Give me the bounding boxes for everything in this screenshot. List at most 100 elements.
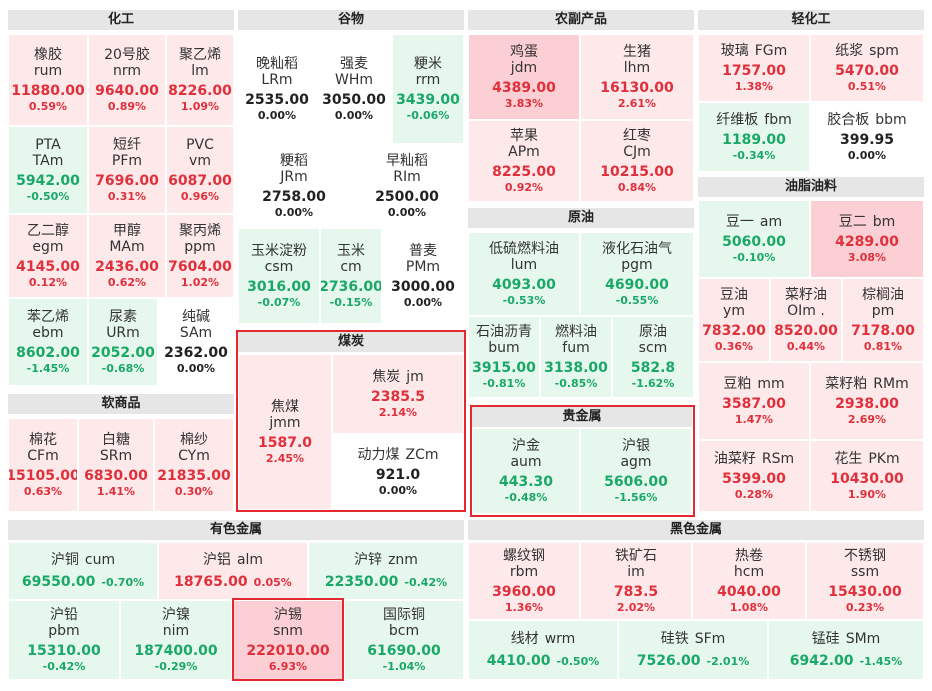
commodity-change-pct: 0.00% (334, 109, 374, 122)
commodity-code: SFm (694, 630, 726, 647)
commodity-code: aum (510, 454, 542, 470)
cell-jmm[interactable]: 焦煤 jmm 1587.0 2.45% (238, 354, 332, 510)
cell-ym[interactable]: 豆油 ym 7832.00 0.36% (698, 278, 770, 362)
cell-jrm[interactable]: 粳稻 JRm 2758.00 0.00% (238, 144, 350, 228)
cell-rim[interactable]: 早籼稻 RIm 2500.00 0.00% (350, 144, 464, 228)
cell-wrm[interactable]: 线材 wrm 4410.00 -0.50% (468, 620, 618, 680)
cell-rbm[interactable]: 螺纹钢 rbm 3960.00 1.36% (468, 542, 580, 620)
cell-tam[interactable]: PTA TAm 5942.00 -0.50% (8, 126, 88, 214)
cell-cjm[interactable]: 红枣 CJm 10215.00 0.84% (580, 120, 694, 202)
cell-lum[interactable]: 低硫燃料油 lum 4093.00 -0.53% (468, 232, 580, 316)
commodity-change-pct: -0.10% (732, 251, 776, 264)
cell-snm[interactable]: 沪锡 snm 222010.00 6.93% (232, 600, 344, 680)
cell-ssm[interactable]: 不锈钢 ssm 15430.00 0.23% (806, 542, 924, 620)
commodity-code: mm (757, 376, 785, 392)
cell-lrm[interactable]: 晚籼稻 LRm 2535.00 0.00% (238, 34, 316, 144)
commodity-name: 沪铅 (50, 607, 78, 623)
section-header-heise: 黑色金属 (468, 520, 924, 540)
cell-pfm[interactable]: 短纤 PFm 7696.00 0.31% (88, 126, 166, 214)
commodity-code: fum (562, 340, 590, 356)
value-row: 7526.00 -2.01% (637, 653, 750, 670)
cell-alm[interactable]: 沪铝 alm 18765.00 0.05% (158, 542, 308, 600)
cell-fgm[interactable]: 玻璃 FGm 1757.00 1.38% (698, 34, 810, 102)
commodity-change-pct: 0.00% (378, 484, 418, 497)
name-row: 豆一 am (726, 214, 782, 230)
cell-rrm[interactable]: 粳米 rrm 3439.00 -0.06% (392, 34, 464, 144)
cell-aum[interactable]: 沪金 aum 443.30 -0.48% (472, 428, 580, 514)
name-row: 胶合板 bbm (827, 112, 906, 128)
cell-fbm[interactable]: 纤维板 fbm 1189.00 -0.34% (698, 102, 810, 172)
cell-apm[interactable]: 苹果 APm 8225.00 0.92% (468, 120, 580, 202)
commodity-code: RSm (761, 451, 795, 467)
cell-cum[interactable]: 沪铜 cum 69550.00 -0.70% (8, 542, 158, 600)
cell-sfm[interactable]: 硅铁 SFm 7526.00 -2.01% (618, 620, 768, 680)
commodity-price: 4093.00 (492, 277, 556, 293)
cell-scm[interactable]: 原油 scm 582.8 -1.62% (612, 316, 694, 398)
cell-oim[interactable]: 菜籽油 OIm . 8520.00 0.44% (770, 278, 842, 362)
commodity-name: 强麦 (340, 56, 368, 72)
commodity-change-pct: 0.00% (847, 149, 887, 162)
commodity-price: 2385.5 (370, 389, 426, 405)
cell-zcm[interactable]: 动力煤 ZCm 921.0 0.00% (332, 434, 464, 510)
commodity-price: 8225.00 (492, 164, 556, 180)
cell-vm[interactable]: PVC vm 6087.00 0.96% (166, 126, 234, 214)
cell-pkm[interactable]: 花生 PKm 10430.00 1.90% (810, 440, 924, 512)
cell-lm[interactable]: 聚乙烯 lm 8226.00 1.09% (166, 34, 234, 126)
cell-nim[interactable]: 沪镍 nim 187400.00 -0.29% (120, 600, 232, 680)
cell-cm[interactable]: 玉米 cm 2736.00 -0.15% (320, 228, 382, 324)
cell-bbm[interactable]: 胶合板 bbm 399.95 0.00% (810, 102, 924, 172)
commodity-name: 聚丙烯 (179, 223, 221, 239)
cell-bcm[interactable]: 国际铜 bcm 61690.00 -1.04% (344, 600, 464, 680)
cell-im[interactable]: 铁矿石 im 783.5 2.02% (580, 542, 692, 620)
cell-smm[interactable]: 锰硅 SMm 6942.00 -1.45% (768, 620, 924, 680)
commodity-change-pct: 1.02% (180, 276, 220, 289)
cell-bum[interactable]: 石油沥青 bum 3915.00 -0.81% (468, 316, 540, 398)
cell-csm[interactable]: 玉米淀粉 csm 3016.00 -0.07% (238, 228, 320, 324)
commodity-name: 燃料油 (555, 324, 597, 340)
cell-rmm[interactable]: 菜籽粕 RMm 2938.00 2.69% (810, 362, 924, 440)
cell-ppm[interactable]: 聚丙烯 ppm 7604.00 1.02% (166, 214, 234, 298)
value-row: 22350.00 -0.42% (325, 574, 447, 591)
cell-cym[interactable]: 棉纱 CYm 21835.00 0.30% (154, 418, 234, 512)
cell-sam[interactable]: 纯碱 SAm 2362.00 0.00% (158, 298, 234, 386)
commodity-change-pct: 2.45% (265, 452, 305, 465)
cell-fum[interactable]: 燃料油 fum 3138.00 -0.85% (540, 316, 612, 398)
cell-srm[interactable]: 白糖 SRm 6830.00 1.41% (78, 418, 154, 512)
section-header-youzhi: 油脂油料 (698, 177, 924, 197)
commodity-code: egm (32, 239, 64, 255)
cell-lhm[interactable]: 生猪 lhm 16130.00 2.61% (580, 34, 694, 120)
cell-pmm[interactable]: 普麦 PMm 3000.00 0.00% (382, 228, 464, 324)
cell-bm[interactable]: 豆二 bm 4289.00 3.08% (810, 200, 924, 278)
cell-nrm[interactable]: 20号胶 nrm 9640.00 0.89% (88, 34, 166, 126)
commodity-change-pct: -0.50% (26, 190, 70, 203)
commodity-change-pct: -0.55% (615, 294, 659, 307)
cell-urm[interactable]: 尿素 URm 2052.00 -0.68% (88, 298, 158, 386)
cell-spm[interactable]: 纸浆 spm 5470.00 0.51% (810, 34, 924, 102)
cell-hcm[interactable]: 热卷 hcm 4040.00 1.08% (692, 542, 806, 620)
cell-cfm[interactable]: 棉花 CFm 15105.00 0.63% (8, 418, 78, 512)
commodity-code: bcm (388, 623, 420, 639)
cell-pbm[interactable]: 沪铅 pbm 15310.00 -0.42% (8, 600, 120, 680)
commodity-price: 1587.0 (257, 435, 313, 451)
cell-whm[interactable]: 强麦 WHm 3050.00 0.00% (316, 34, 392, 144)
cell-egm[interactable]: 乙二醇 egm 4145.00 0.12% (8, 214, 88, 298)
cell-agm[interactable]: 沪银 agm 5606.00 -1.56% (580, 428, 692, 514)
cell-jm[interactable]: 焦炭 jm 2385.5 2.14% (332, 354, 464, 434)
commodity-change-pct: 0.89% (107, 100, 147, 113)
cell-jdm[interactable]: 鸡蛋 jdm 4389.00 3.83% (468, 34, 580, 120)
cell-am[interactable]: 豆一 am 5060.00 -0.10% (698, 200, 810, 278)
cell-rum[interactable]: 橡胶 rum 11880.00 0.59% (8, 34, 88, 126)
cell-mam[interactable]: 甲醇 MAm 2436.00 0.62% (88, 214, 166, 298)
cell-mm[interactable]: 豆粕 mm 3587.00 1.47% (698, 362, 810, 440)
commodity-change-pct: -0.15% (329, 296, 373, 309)
commodity-name: 焦炭 (372, 369, 401, 385)
cell-rsm[interactable]: 油菜籽 RSm 5399.00 0.28% (698, 440, 810, 512)
cell-ebm[interactable]: 苯乙烯 ebm 8602.00 -1.45% (8, 298, 88, 386)
cell-znm[interactable]: 沪锌 znm 22350.00 -0.42% (308, 542, 464, 600)
cell-pgm[interactable]: 液化石油气 pgm 4690.00 -0.55% (580, 232, 694, 316)
name-row: 沪锌 znm (354, 552, 418, 568)
cell-pm[interactable]: 棕榈油 pm 7178.00 0.81% (842, 278, 924, 362)
commodity-code: lhm (623, 60, 651, 76)
name-row: 锰硅 SMm (812, 631, 881, 647)
commodity-change-pct: 6.93% (268, 660, 308, 673)
